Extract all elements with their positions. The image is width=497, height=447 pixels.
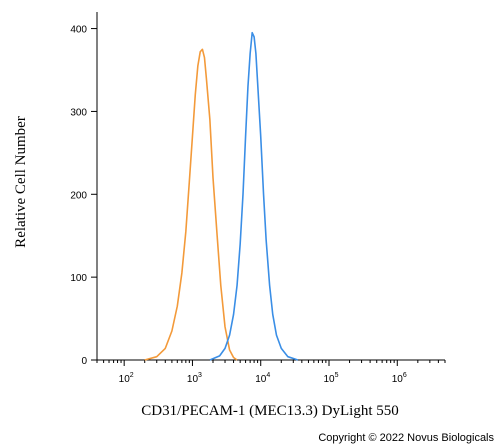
y-tick-label: 300 <box>70 107 87 118</box>
x-tick-exponent: 4 <box>266 372 270 379</box>
x-tick-exponent: 6 <box>403 372 407 379</box>
y-tick-label: 200 <box>70 190 87 201</box>
x-axis-label: CD31/PECAM-1 (MEC13.3) DyLight 550 <box>141 403 399 419</box>
x-tick-exponent: 3 <box>198 372 202 379</box>
x-tick-label: 103 <box>187 372 202 385</box>
histogram-series <box>144 31 299 361</box>
x-tick-base: 10 <box>323 374 335 385</box>
y-tick-label: 400 <box>70 25 87 36</box>
x-tick-exponent: 2 <box>130 372 134 379</box>
y-axis-label: Relative Cell Number <box>13 116 29 248</box>
copyright-notice: Copyright © 2022 Novus Biologicals <box>318 432 494 444</box>
x-tick-label: 105 <box>323 372 338 385</box>
x-tick-base: 10 <box>255 374 267 385</box>
histogram-series-2-line <box>209 31 299 361</box>
y-tick-label: 0 <box>81 356 87 367</box>
x-ticks: 102 103 104 105 106 <box>96 360 446 385</box>
x-tick-label: 102 <box>119 372 134 385</box>
x-tick-label: 106 <box>392 372 407 385</box>
y-ticks: 0 100 200 300 400 <box>70 25 97 367</box>
axes <box>96 12 445 361</box>
x-tick-exponent: 5 <box>335 372 339 379</box>
x-tick-label: 104 <box>255 372 270 385</box>
x-tick-base: 10 <box>392 374 404 385</box>
y-tick-label: 100 <box>70 273 87 284</box>
x-tick-base: 10 <box>187 374 199 385</box>
x-tick-base: 10 <box>119 374 131 385</box>
histogram-series-1-line <box>144 48 238 361</box>
